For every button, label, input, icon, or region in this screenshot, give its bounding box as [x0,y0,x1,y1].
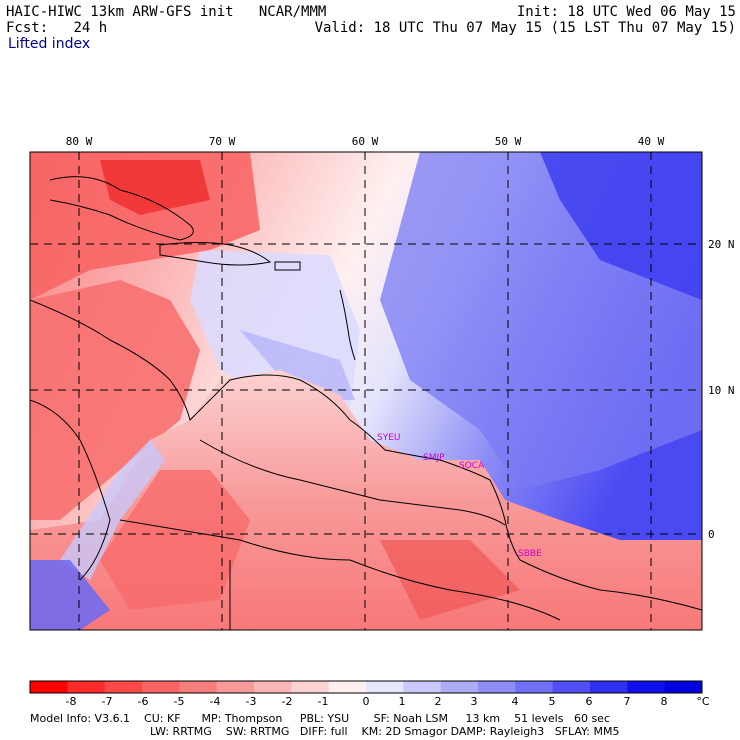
variable-name: Lifted index [8,36,91,52]
colorbar-swatch [403,681,442,693]
colorbar-tick: 6 [586,695,593,708]
colorbar-tick: -3 [246,695,257,708]
lon-label: 40 W [638,135,665,148]
model-info-line2: LW: RRTMG SW: RRTMG DIFF: full KM: 2D Sm… [150,725,620,738]
colorbar-swatch [664,681,703,693]
lon-label: 70 W [209,135,236,148]
colorbar-tick: 5 [549,695,556,708]
colorbar-swatch [30,681,68,693]
colorbar-swatch [515,681,554,693]
colorbar [29,680,703,694]
station-label: SYEU [377,433,400,443]
colorbar-tick: 7 [624,695,631,708]
model-info-line1: Model Info: V3.6.1 CU: KF MP: Thompson P… [30,712,610,725]
colorbar-tick: 4 [512,695,519,708]
lifted-index-field [30,152,702,630]
colorbar-swatch [590,681,628,693]
colorbar-swatch [366,681,404,693]
lat-label: 10 N [708,384,735,397]
lon-label: 60 W [352,135,379,148]
run-title: HAIC-HIWC 13km ARW-GFS init NCAR/MMM [6,4,327,20]
colorbar-unit: °C [696,695,710,708]
colorbar-tick: -6 [138,695,149,708]
colorbar-swatch [142,681,180,693]
station-label: SOCA [459,461,485,471]
colorbar-tick: 8 [661,695,668,708]
colorbar-tick: -1 [318,695,329,708]
forecast-hour: Fcst: 24 h [6,20,108,36]
colorbar-swatch [179,681,218,693]
lon-label: 50 W [495,135,522,148]
colorbar-tick: -8 [66,695,77,708]
colorbar-swatch [440,681,479,693]
colorbar-tick: -2 [282,695,293,708]
colorbar-swatch [291,681,330,693]
colorbar-tick: -7 [102,695,113,708]
station-label: SMJP [423,453,445,463]
colorbar-tick: 1 [399,695,406,708]
lat-label: 20 N [708,238,735,251]
map-frame [29,151,703,631]
graticule [30,152,702,630]
colorbar-tick: 0 [363,695,370,708]
colorbar-tick: 3 [471,695,478,708]
colorbar-swatch [254,681,292,693]
colorbar-swatch [67,681,106,693]
colorbar-swatch [328,681,367,693]
colorbar-swatch [552,681,591,693]
colorbar-tick: 2 [435,695,442,708]
colorbar-tick: -5 [174,695,185,708]
colorbar-swatch [627,681,666,693]
init-time: Init: 18 UTC Wed 06 May 15 [516,4,736,20]
lon-label: 80 W [66,135,93,148]
lat-label: 0 [708,528,715,541]
colorbar-swatch [216,681,255,693]
colorbar-swatch [478,681,516,693]
colorbar-frame [29,680,703,694]
colorbar-tick: -4 [210,695,221,708]
coastlines [30,176,702,630]
station-label: SBBE [518,549,542,559]
colorbar-swatch [104,681,143,693]
colorbar-labels: -8 -7 -6 -5 -4 -3 -2 -1 0 1 2 3 4 5 6 7 … [66,695,710,708]
valid-time: Valid: 18 UTC Thu 07 May 15 (15 LST Thu … [314,20,736,36]
